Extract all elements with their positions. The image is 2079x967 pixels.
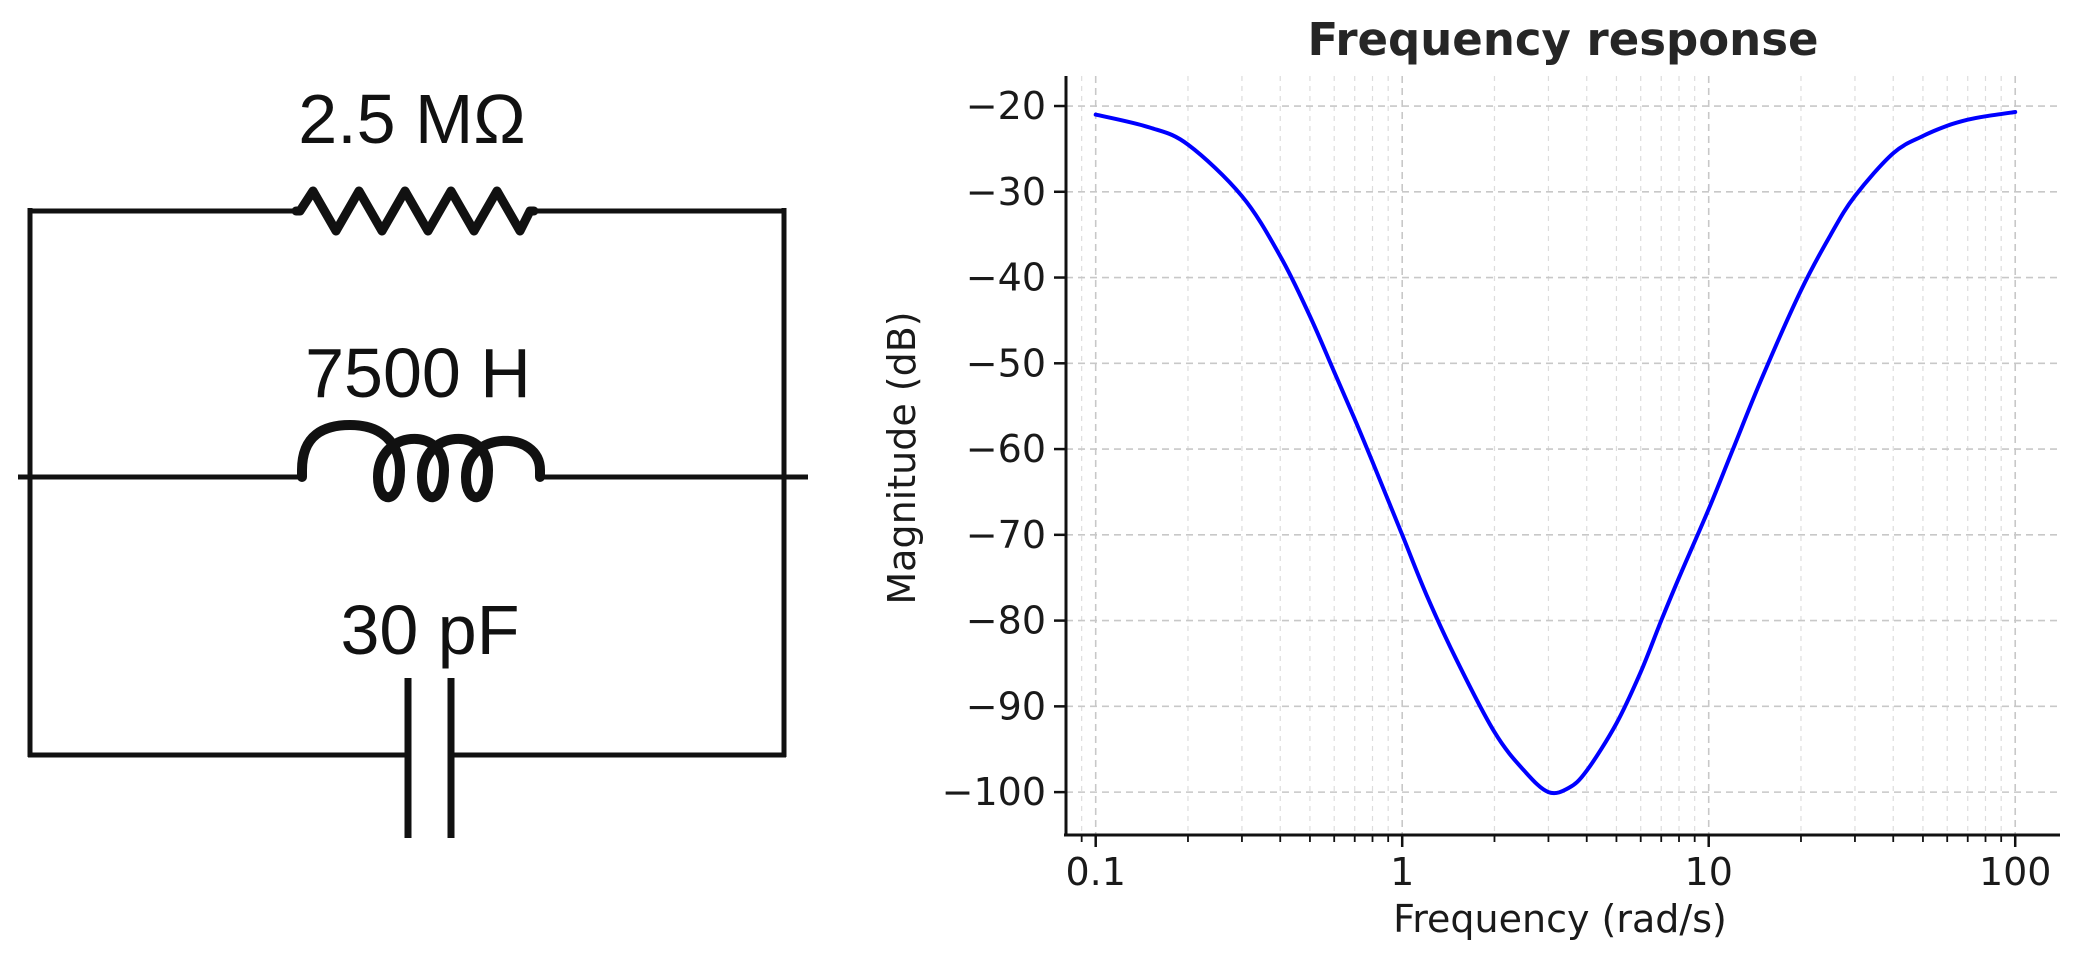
capacitor-label: 30 pF bbox=[341, 591, 520, 669]
y-axis-label: Magnitude (dB) bbox=[880, 311, 924, 604]
y-tick-label: −60 bbox=[966, 427, 1046, 471]
x-tick-label: 0.1 bbox=[1065, 850, 1125, 894]
y-tick-label: −100 bbox=[942, 770, 1046, 814]
y-axis-ticks: −20 −30 −40 −50 −60 −70 −80 −90 −100 bbox=[942, 84, 1066, 814]
y-tick-label: −70 bbox=[966, 513, 1046, 557]
x-axis-ticks: 0.1 1 10 100 bbox=[1065, 835, 2051, 894]
inductor-label: 7500 H bbox=[305, 334, 531, 412]
x-tick-label: 10 bbox=[1685, 850, 1733, 894]
x-axis-label: Frequency (rad/s) bbox=[1393, 897, 1727, 941]
circuit-diagram: 2.5 MΩ 7500 H 30 pF bbox=[18, 80, 808, 838]
y-tick-label: −90 bbox=[966, 684, 1046, 728]
inductor-symbol bbox=[297, 420, 545, 503]
series-line-magnitude bbox=[1093, 110, 2018, 796]
x-tick-label: 100 bbox=[1979, 850, 2052, 894]
resistor-label: 2.5 MΩ bbox=[298, 80, 525, 158]
y-tick-label: −80 bbox=[966, 599, 1046, 643]
data-lines bbox=[1093, 110, 2018, 796]
y-tick-label: −30 bbox=[966, 170, 1046, 214]
y-tick-label: −40 bbox=[966, 256, 1046, 300]
y-tick-label: −20 bbox=[966, 84, 1046, 128]
frequency-response-chart: Frequency response 0.1 1 10 100 −20 −30 −40 −5… bbox=[880, 13, 2060, 941]
y-tick-label: −50 bbox=[966, 341, 1046, 385]
grid-major bbox=[1066, 76, 2060, 835]
x-tick-label: 1 bbox=[1390, 850, 1414, 894]
resistor-symbol bbox=[291, 186, 539, 236]
chart-title: Frequency response bbox=[1307, 13, 1818, 66]
grid-minor bbox=[1081, 76, 2002, 835]
